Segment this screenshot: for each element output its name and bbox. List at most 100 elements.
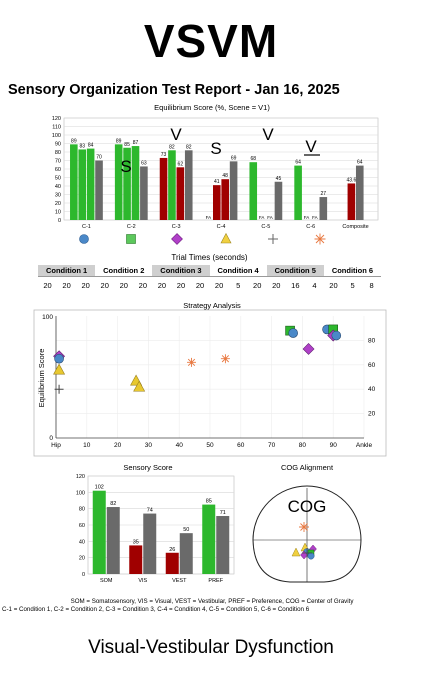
trial-time-value: 20 [43,281,52,290]
bar [176,167,185,220]
data-label: 35 [133,539,139,545]
circle-icon [307,552,315,560]
strategy-ylabel: Equilibrium Score [37,349,46,408]
data-label: 102 [95,485,104,491]
y-tick-label-right: 60 [368,362,376,369]
bar [347,183,356,220]
diamond-icon [171,233,183,245]
sensory-score-chart: Sensory Score 0 20 40 60 80 100 120 102 82 SOM 35… [76,463,235,584]
trial-time-value: 20 [157,281,167,290]
triangle-icon [220,232,232,244]
data-label: 27 [321,191,327,197]
bar [221,179,229,220]
cog-title: COG Alignment [281,463,334,472]
bar [143,513,157,574]
annotation-letter: S [120,157,131,176]
data-label: 41 [214,179,220,185]
y-tick-label: 60 [55,167,61,173]
y-tick-label: 100 [42,314,53,321]
cog-alignment-chart: COG Alignment COG [252,463,362,583]
trial-header-cell: Condition 4 [209,265,267,277]
bar [140,166,148,220]
x-tick-label: C-2 [127,224,136,230]
trial-times-title: Trial Times (seconds) [171,253,248,262]
x-tick-label: C-1 [82,224,91,230]
bar [78,149,87,220]
annotation-letter: V [170,125,182,144]
data-label: 62 [178,161,184,167]
triangle-icon [291,547,301,557]
x-tick-label: C-4 [217,224,226,230]
diamond-point [302,343,315,355]
trial-time-value: 20 [100,281,109,290]
y-tick-label: 100 [76,490,85,496]
sensory-title: Sensory Score [123,463,172,472]
equilibrium-score-chart: Equilibrium Score (%, Scene = V1) 0 10 20 3… [52,103,379,245]
data-label: 89 [116,138,122,144]
bar [70,144,78,220]
circle-point [331,330,342,341]
trial-header-cell: Condition 2 [95,265,153,277]
circle-point [288,328,298,338]
data-label: 64 [295,160,301,166]
data-label: 48 [222,173,228,179]
square-icon [126,234,136,244]
legend-line: SOM = Somatosensory, VIS = Visual, VEST … [70,598,354,605]
y-tick-label: 60 [79,523,85,529]
x-tick-label: C-3 [172,224,181,230]
trial-time-value: 20 [119,281,128,290]
circle-icon [79,234,89,244]
page-big-title: VSVM [143,15,279,67]
plus-point [54,384,64,394]
strategy-analysis-chart: Strategy Analysis Equilibrium Score Hip 1… [33,301,387,457]
x-tick-label: Hip [51,442,61,449]
y-tick-label: 80 [79,507,85,513]
bar [179,533,193,574]
strategy-grid [55,316,365,439]
plus-icon [268,234,278,244]
legend-line: C-1 = Condition 1, C-2 = Condition 2, C-… [2,606,310,613]
condition-icons [79,232,326,245]
bar [131,146,140,220]
bar [249,162,258,220]
data-label: FA [312,215,318,220]
x-tick-label: 10 [83,442,91,449]
data-label: 82 [110,501,116,507]
trial-time-value: 20 [81,281,90,290]
data-label: 84 [88,143,94,149]
cog-label: COG [288,497,327,516]
report-title: Sensory Organization Test Report - Jan 1… [8,82,340,98]
x-tick-label: SOM [100,578,113,584]
y-tick-label: 120 [76,474,85,480]
bar [294,165,302,220]
asterisk-point [220,354,230,364]
y-tick-label: 0 [82,572,85,578]
trial-times-table: Trial Times (seconds) Condition 1 Condit… [38,253,382,290]
trial-header-cell: Condition 3 [152,265,210,277]
triangle-point [133,380,146,392]
equilibrium-bars [70,144,364,220]
y-tick-label: 80 [55,150,61,156]
data-label: 83 [79,143,85,149]
circle-point [54,353,64,364]
y-tick-label: 20 [55,201,61,207]
bar [202,504,216,574]
bar [159,157,168,220]
trial-time-value: 20 [253,281,262,290]
plus-icon [302,548,312,558]
strategy-ticks: Hip 10 20 30 40 50 60 70 80 90 Ankle 100 0 20 40 60 80 [42,314,375,449]
trial-time-value: 8 [369,281,374,290]
data-label: 82 [186,144,192,150]
x-tick-label: 60 [237,442,245,449]
equilibrium-axis: 0 10 20 30 40 50 60 70 80 90 100 110 120 [52,116,61,224]
data-label: FA [206,215,212,220]
data-label: 43.6 [347,177,357,183]
data-label: 85 [124,142,130,148]
strategy-points [53,324,342,394]
bar [319,197,328,220]
data-label: 68 [250,156,256,162]
bar [216,516,230,574]
bar [229,161,238,220]
annotation-letter: V [305,137,317,156]
